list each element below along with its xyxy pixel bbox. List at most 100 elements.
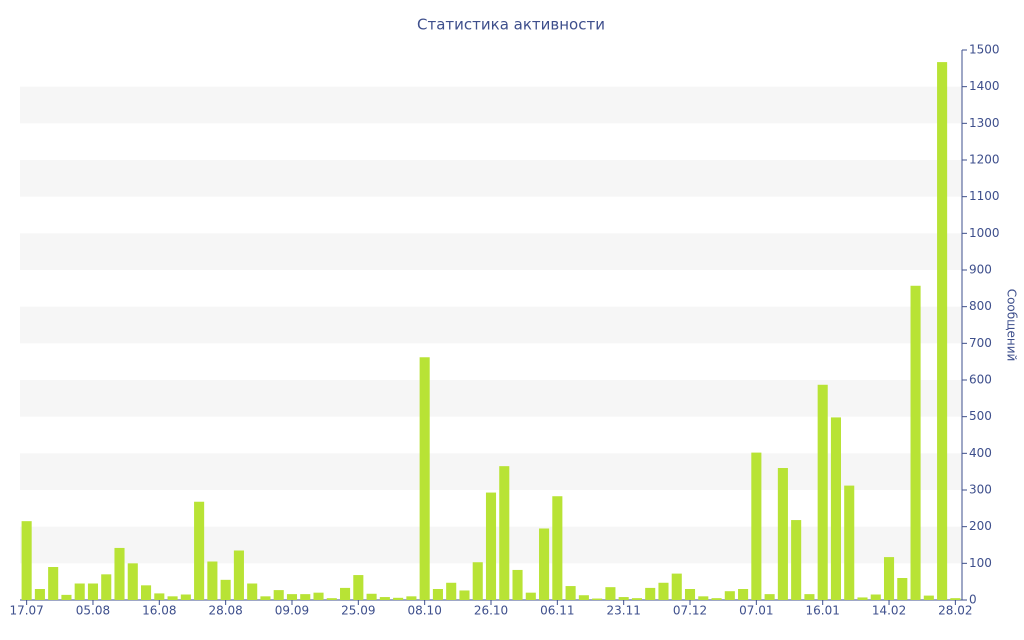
bar (671, 573, 682, 600)
grid-band (20, 160, 962, 197)
bar (605, 587, 616, 600)
bar (552, 496, 563, 600)
bar (366, 593, 377, 600)
bar (393, 597, 404, 600)
bar (167, 596, 178, 600)
bar (565, 586, 576, 600)
bar (247, 583, 258, 600)
grid-band (20, 453, 962, 490)
bar (658, 582, 669, 600)
x-tick-label: 05.08 (76, 604, 110, 618)
bar (406, 596, 417, 600)
bar (844, 485, 855, 600)
y-tick-label: 700 (969, 336, 992, 350)
bar (592, 598, 603, 600)
bar (751, 452, 762, 600)
bar (645, 587, 656, 600)
bar (631, 598, 642, 600)
bar (220, 579, 231, 600)
bar (446, 582, 457, 600)
bar (48, 567, 59, 600)
bar (738, 589, 749, 600)
y-tick-label: 200 (969, 519, 992, 533)
y-tick-label: 100 (969, 556, 992, 570)
y-tick-label: 300 (969, 483, 992, 497)
y-tick-label: 1200 (969, 153, 1000, 167)
x-tick-label: 07.01 (739, 604, 773, 618)
bar (724, 591, 735, 600)
bar (923, 595, 934, 600)
x-tick-label: 07.12 (673, 604, 707, 618)
grid-band (20, 233, 962, 270)
bar (154, 593, 165, 600)
bar (499, 466, 510, 600)
bar (539, 528, 550, 600)
bar (804, 594, 815, 600)
bar (512, 569, 523, 600)
bar (353, 575, 364, 600)
x-tick-label: 28.08 (208, 604, 242, 618)
bar (74, 583, 85, 600)
bar (830, 417, 841, 600)
bar (950, 598, 961, 600)
bar (618, 597, 629, 600)
bar (21, 521, 32, 600)
bar (419, 357, 430, 600)
x-tick-label: 06.11 (540, 604, 574, 618)
bar (937, 62, 948, 601)
bar (87, 583, 99, 600)
bar (207, 561, 218, 600)
x-tick-label: 25.09 (341, 604, 375, 618)
x-tick-label: 16.08 (142, 604, 176, 618)
bar (194, 501, 205, 600)
y-tick-label: 900 (969, 263, 992, 277)
y-tick-label: 800 (969, 299, 992, 313)
bar (910, 285, 921, 600)
bar (485, 492, 497, 600)
bar (698, 596, 709, 600)
bar (459, 590, 470, 600)
bar (791, 520, 802, 600)
y-tick-label: 1300 (969, 116, 1000, 130)
grid-band (20, 380, 962, 417)
grid-band (20, 306, 962, 344)
bar (61, 594, 72, 600)
y-tick-label: 0 (969, 593, 977, 607)
bar (114, 547, 125, 600)
y-tick-label: 400 (969, 446, 992, 460)
chart-title: Статистика активности (417, 16, 605, 34)
x-tick-label: 16.01 (806, 604, 840, 618)
bar (260, 596, 271, 600)
y-tick-label: 600 (969, 373, 992, 387)
bar (101, 574, 112, 600)
bar (180, 594, 191, 600)
x-tick-label: 17.07 (9, 604, 43, 618)
bar (870, 594, 881, 600)
bar (313, 592, 324, 600)
bar (432, 589, 443, 600)
y-tick-label: 1000 (969, 226, 1000, 240)
y-tick-label: 1500 (969, 43, 1000, 57)
bar (472, 562, 483, 600)
y-axis-label: Сообщений (1005, 289, 1019, 362)
bar (34, 589, 45, 600)
bar (127, 563, 138, 600)
x-tick-label: 14.02 (872, 604, 906, 618)
bar (817, 384, 828, 600)
y-tick-label: 500 (969, 409, 992, 423)
x-tick-label: 08.10 (407, 604, 441, 618)
bar (711, 598, 722, 600)
bar (777, 468, 788, 600)
y-tick-label: 1400 (969, 79, 1000, 93)
bar (525, 592, 536, 600)
bar (233, 550, 244, 600)
bar (286, 594, 298, 600)
bar (883, 557, 895, 600)
x-tick-label: 26.10 (474, 604, 508, 618)
bar (379, 597, 390, 600)
bar (273, 590, 284, 600)
x-tick-label: 23.11 (606, 604, 640, 618)
bar (326, 598, 337, 600)
bar (300, 594, 311, 600)
